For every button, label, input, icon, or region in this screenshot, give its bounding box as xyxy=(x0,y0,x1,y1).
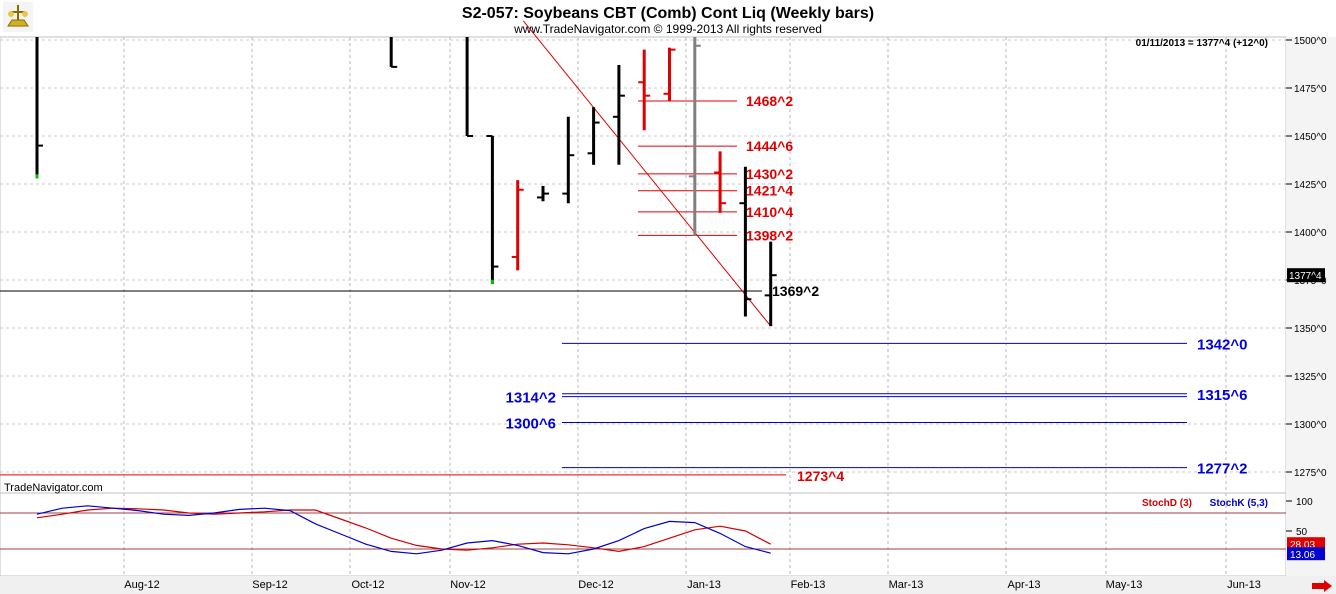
stoch-d-value-box xyxy=(1287,537,1325,551)
stoch-d-line xyxy=(36,507,771,553)
x-tick-label: Feb-13 xyxy=(791,579,826,591)
last-price-label: 1377^4 xyxy=(1289,271,1322,282)
y-tick-label: 1300^0 xyxy=(1294,420,1327,431)
support-label: 1314^2 xyxy=(506,390,556,407)
x-tick-label: May-13 xyxy=(1106,579,1143,591)
support-label: 1342^0 xyxy=(1197,336,1247,353)
stoch-k-value: 13.06 xyxy=(1290,550,1315,561)
x-tick-label: Jan-13 xyxy=(687,579,721,591)
y-tick-label: 1350^0 xyxy=(1294,324,1327,335)
resistance-label: 1468^2 xyxy=(746,93,793,109)
stoch-k-value-box xyxy=(1287,547,1325,561)
y-tick-label: 1475^0 xyxy=(1294,84,1327,95)
last-price-box xyxy=(1287,268,1325,283)
x-tick-label: Aug-12 xyxy=(124,579,159,591)
x-tick-label: Jun-13 xyxy=(1227,579,1261,591)
y-tick-label: 1425^0 xyxy=(1294,180,1327,191)
x-tick-label: Oct-12 xyxy=(351,579,384,591)
scroll-right-arrow[interactable] xyxy=(1308,580,1334,592)
watermark-text: TradeNavigator.com xyxy=(4,482,103,494)
price-bars xyxy=(35,37,777,327)
logo-icon xyxy=(3,2,33,32)
y-tick-label: 1450^0 xyxy=(1294,132,1327,143)
price-axis xyxy=(1286,37,1336,576)
level-lines xyxy=(0,20,1187,476)
chart-title: S2-057: Soybeans CBT (Comb) Cont Liq (We… xyxy=(462,5,874,22)
stoch-k-line xyxy=(36,505,771,555)
y-tick-label: 1500^0 xyxy=(1294,36,1327,47)
stoch-tick-label: 50 xyxy=(1296,527,1308,538)
stoch-d-value: 28.03 xyxy=(1290,540,1315,551)
stoch-k-legend: StochK (5,3) xyxy=(1210,498,1268,509)
time-axis xyxy=(0,576,1336,594)
y-tick-label: 1325^0 xyxy=(1294,372,1327,383)
resistance-label: 1410^4 xyxy=(746,204,793,220)
resistance-label: 1421^4 xyxy=(746,183,793,199)
y-axis-ticks: 1275^01300^01325^01350^01375^01400^01425… xyxy=(1286,36,1327,538)
x-tick-label: Mar-13 xyxy=(889,579,924,591)
x-tick-label: Dec-12 xyxy=(578,579,613,591)
trendline xyxy=(522,20,772,327)
x-axis-ticks: Aug-12 Sep-12 Oct-12 Nov-12 Dec-12 Jan-13 Feb-… xyxy=(124,579,1261,591)
y-tick-label: 1400^0 xyxy=(1294,228,1327,239)
copyright-text: www.TradeNavigator.com © 1999-2013 All r… xyxy=(513,22,822,36)
stochastic-panel xyxy=(0,492,1287,577)
y-tick-label: 1275^0 xyxy=(1294,468,1327,479)
resistance-label: 1430^2 xyxy=(746,166,793,182)
stoch-d-legend: StochD (3) xyxy=(1142,498,1192,509)
x-tick-label: Apr-13 xyxy=(1007,579,1040,591)
stoch-tick-label: 100 xyxy=(1296,497,1313,508)
resistance-label: 1444^6 xyxy=(746,138,793,154)
last-quote-text: 01/11/2013 = 1377^4 (+12^0) xyxy=(1136,38,1268,49)
pivot-label: 1369^2 xyxy=(772,283,819,299)
low-label: 1273^4 xyxy=(797,468,844,484)
x-tick-label: Nov-12 xyxy=(450,579,485,591)
x-tick-label: Sep-12 xyxy=(252,579,287,591)
resistance-label: 1398^2 xyxy=(746,227,793,243)
support-label: 1277^2 xyxy=(1197,461,1247,478)
support-label: 1300^6 xyxy=(506,416,556,433)
support-label: 1315^6 xyxy=(1197,387,1247,404)
